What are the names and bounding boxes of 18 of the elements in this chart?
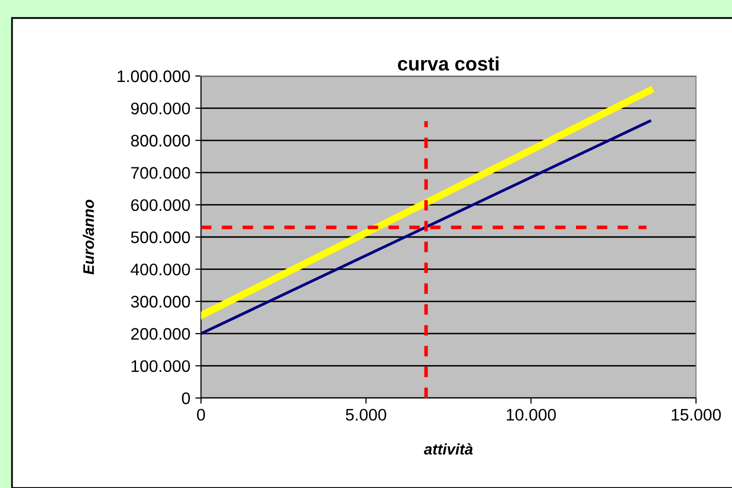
- x-axis-title: attività: [424, 443, 473, 455]
- y-tick-label: 200.000: [131, 328, 190, 340]
- y-tick-label: 400.000: [130, 264, 190, 276]
- y-tick-label: 1.000.000: [118, 70, 190, 82]
- y-tick-label: 700.000: [131, 167, 190, 179]
- x-tick-label: 10.000: [506, 408, 556, 421]
- y-tick-label: 100.000: [132, 360, 190, 372]
- y-tick-label: 500.000: [131, 231, 190, 244]
- y-tick-label: 600.000: [131, 199, 190, 212]
- y-tick-label: 300.000: [130, 296, 190, 308]
- x-tick-label: 15.000: [672, 408, 721, 421]
- chart-title: curva costi: [398, 56, 498, 71]
- y-axis-title: Euro/anno: [82, 200, 94, 274]
- y-tick-label: 800.000: [131, 134, 190, 147]
- y-tick-label: 0: [182, 392, 190, 404]
- y-tick-label: 900.000: [131, 102, 190, 114]
- x-tick-label: 5.000: [346, 408, 386, 421]
- x-tick-label: 0: [197, 408, 205, 421]
